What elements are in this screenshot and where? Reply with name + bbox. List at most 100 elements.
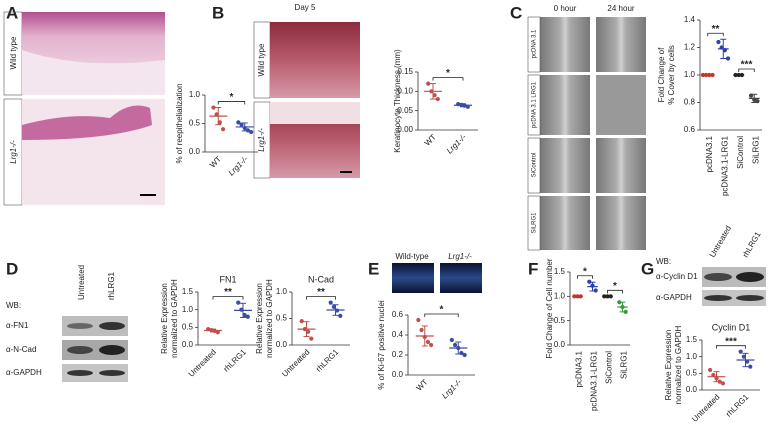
data-point [617, 300, 622, 305]
y-axis-label: Relative Expression [255, 283, 264, 354]
significance-bracket [577, 275, 593, 279]
wb-label: WB: [6, 301, 21, 310]
significance-bracket [707, 32, 724, 37]
data-point [745, 359, 750, 364]
data-point [249, 129, 254, 135]
row-label: SiLRG1 [532, 212, 538, 234]
data-point [708, 367, 713, 373]
y-axis-label: normalized to GAPDH [674, 325, 683, 404]
significance-bracket [716, 345, 746, 349]
data-point [214, 112, 219, 117]
column-label: 0 hour [554, 4, 577, 13]
chart-title: N-Cad [308, 274, 334, 284]
data-point [435, 96, 440, 102]
chart-title: FN1 [219, 274, 236, 284]
histology-tissue [22, 50, 165, 95]
significance-bracket [424, 313, 459, 317]
column-label: 24 hour [607, 4, 634, 13]
data-point [425, 339, 431, 345]
data-point [242, 312, 247, 318]
data-point [236, 120, 241, 125]
data-point [738, 349, 743, 354]
panel-letter: C [510, 3, 522, 22]
y-tick-label: 0.5 [554, 316, 566, 325]
data-point [711, 372, 716, 378]
y-tick-label: 1.4 [684, 15, 696, 24]
data-point [299, 319, 304, 324]
blot-label: α-N-Cad [6, 345, 36, 354]
x-tick-label: rhLRG1 [314, 347, 341, 374]
y-tick-label: 0.5 [276, 314, 288, 323]
data-point [452, 342, 458, 348]
panel-letter: D [6, 259, 18, 278]
row-label: pcDNA 3.1 LRG1 [532, 81, 538, 128]
significance-label: * [583, 266, 587, 277]
significance-label: *** [741, 60, 753, 71]
data-point [717, 379, 722, 384]
image-label: Lrg1-/- [9, 140, 18, 164]
x-tick-label: pcDNA3.1-LRG1 [590, 350, 599, 411]
chart-title: Cyclin D1 [712, 322, 751, 332]
image-label: Wild type [9, 36, 18, 69]
significance-label: ** [317, 287, 325, 298]
significance-label: * [230, 92, 234, 103]
significance-bracket [738, 68, 755, 72]
x-tick-label: WT [414, 377, 429, 392]
ki67-image [392, 263, 434, 293]
ki67-image [440, 263, 482, 293]
blot-label: α-Cyclin D1 [656, 272, 698, 281]
x-tick-label: SiControl [605, 351, 614, 384]
x-tick-label: pcDNA3.1-LRG1 [720, 135, 729, 196]
y-tick-label: 0.0 [554, 340, 566, 349]
data-point [306, 329, 311, 334]
y-tick-label: 1.0 [686, 352, 698, 361]
y-tick-label: 0.6 [392, 310, 404, 319]
data-point [587, 279, 592, 284]
data-point [725, 56, 731, 61]
y-tick-label: 0.8 [684, 98, 696, 107]
row-label: SiControl [532, 153, 538, 178]
y-axis-label: % of Ki-67 positive nuclei [377, 300, 386, 390]
y-tick-label: 0.0 [392, 370, 404, 379]
x-tick-label: Untreated [187, 348, 218, 379]
significance-label: ** [712, 24, 720, 35]
histology-tissue [22, 105, 152, 140]
y-axis-label: Keratinocyte Thickness (mm) [393, 49, 402, 153]
significance-label: *** [725, 336, 737, 347]
data-point [245, 314, 250, 319]
scratch-images [527, 16, 646, 251]
significance-bracket [217, 101, 246, 105]
x-tick-label: SiControl [736, 136, 745, 169]
panel-letter: B [212, 3, 224, 22]
y-tick-label: 0.6 [684, 125, 696, 134]
x-tick-label: WT [423, 132, 438, 147]
x-tick-label: Untreated [690, 393, 721, 424]
lane-label: Untreated [77, 265, 86, 300]
y-tick-label: 0.5 [189, 119, 201, 128]
y-tick-label: 1.0 [684, 70, 696, 79]
data-point [220, 127, 226, 132]
data-point [217, 120, 222, 125]
y-axis-label: Fold Change of [657, 47, 666, 102]
blot-label: α-GAPDH [656, 293, 692, 302]
data-point [741, 354, 747, 359]
x-tick-label: Lrg1-/- [445, 132, 468, 155]
y-tick-label: 0.5 [182, 322, 194, 331]
x-tick-label: pcDNA3.1 [575, 350, 584, 387]
data-point [429, 342, 434, 348]
y-tick-label: 1.0 [189, 90, 201, 99]
y-axis-label: % Cover by cells [667, 45, 676, 105]
significance-bracket [432, 77, 464, 81]
data-point [593, 288, 598, 293]
blot [702, 267, 766, 306]
y-axis-label: Fold Change of Cell number [545, 258, 554, 358]
y-tick-label: 0.5 [686, 368, 698, 377]
lane-label: Untreated [708, 224, 733, 259]
significance-label: ** [224, 287, 232, 298]
y-tick-label: 0.0 [276, 340, 288, 349]
blot-label: α-GAPDH [6, 368, 42, 377]
data-point [328, 300, 333, 305]
data-point [236, 300, 241, 305]
y-axis-label: Relative Expression [160, 283, 169, 354]
